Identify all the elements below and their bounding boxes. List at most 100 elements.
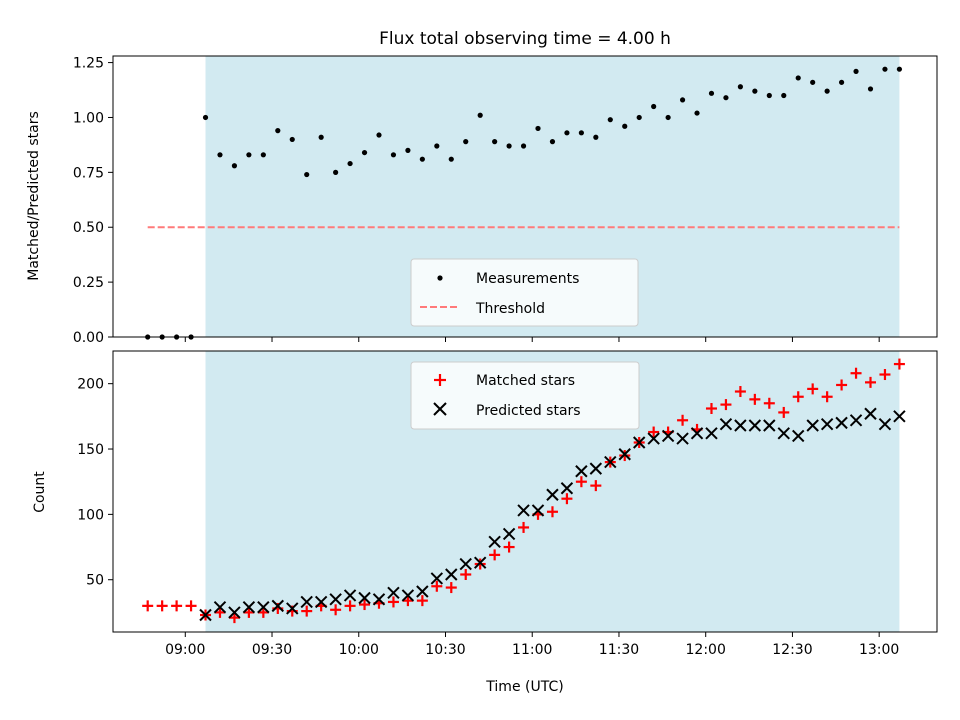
- matched-stars-point: [460, 568, 472, 580]
- measurement-point: [853, 68, 859, 74]
- x-tick-label: 09:00: [165, 642, 205, 658]
- predicted-stars-point: [416, 585, 429, 598]
- measurement-point: [723, 95, 729, 101]
- y-tick-label: 50: [86, 573, 104, 589]
- matched-stars-point: [503, 541, 515, 553]
- predicted-stars-point: [661, 429, 675, 443]
- x-tick-label: 11:00: [512, 642, 552, 658]
- matched-stars-point: [792, 391, 804, 403]
- predicted-stars-point: [329, 593, 342, 606]
- measurement-point: [810, 79, 816, 85]
- predicted-stars-point: [300, 595, 313, 609]
- count-panel: 50 100 150 200 09:00 09:30 10:00 10:30 11:00 11:…: [32, 350, 938, 695]
- y-tick-label: 150: [77, 442, 104, 458]
- predicted-stars-point: [213, 600, 227, 614]
- predicted-stars-point: [604, 455, 617, 469]
- y-tick-label: 200: [77, 377, 104, 393]
- count-panel-frame: [112, 350, 938, 633]
- predicted-stars-point: [849, 414, 863, 427]
- ratio-panel-legend: Measurements Threshold: [410, 258, 639, 327]
- measurement-point: [578, 130, 584, 136]
- matched-stars-point: [156, 600, 168, 612]
- matched-stars-point: [677, 414, 689, 426]
- measurement-point: [651, 103, 657, 110]
- predicted-stars-point: [792, 429, 805, 443]
- chart-title: Flux total observing time = 4.00 h: [379, 29, 671, 49]
- matched-stars-point: [416, 595, 428, 607]
- measurement-point: [607, 117, 613, 123]
- measurement-point: [593, 134, 599, 140]
- matched-stars-point: [330, 604, 342, 616]
- matched-stars-point: [142, 600, 154, 612]
- matched-stars-point: [763, 397, 775, 409]
- predicted-stars-point: [690, 427, 704, 440]
- predicted-stars-point: [893, 410, 906, 423]
- measurement-point: [622, 123, 628, 129]
- measurement-point: [520, 143, 527, 149]
- measurement-point: [824, 88, 830, 94]
- predicted-stars-point: [401, 589, 415, 602]
- x-tick-label: 12:30: [772, 642, 812, 658]
- measurement-point: [882, 66, 888, 72]
- predicted-legend-label: Predicted stars: [476, 403, 581, 419]
- matched-legend-label: Matched stars: [476, 373, 575, 389]
- predicted-stars-point: [777, 427, 790, 440]
- ratio-panel-y-label: Matched/Predicted stars: [26, 111, 42, 281]
- matched-stars-point: [243, 606, 255, 618]
- y-tick-label: 0.25: [73, 275, 104, 291]
- measurement-point: [737, 84, 743, 90]
- x-tick-label: 10:00: [339, 642, 379, 658]
- predicted-stars-point: [488, 535, 501, 549]
- predicted-stars-point: [430, 572, 444, 585]
- measurement-point: [202, 114, 209, 121]
- matched-stars-point: [575, 476, 587, 488]
- predicted-stars-point: [517, 504, 530, 517]
- measurement-point: [289, 136, 295, 143]
- measurement-point: [549, 139, 556, 145]
- matched-stars-point: [705, 403, 717, 415]
- measurement-point: [896, 66, 903, 72]
- predicted-stars-point: [647, 432, 660, 445]
- predicted-stars-point: [271, 599, 285, 613]
- predicted-stars-point: [719, 417, 733, 431]
- predicted-stars-point: [705, 427, 718, 440]
- matched-stars-point: [648, 426, 660, 438]
- matched-stars-point: [431, 580, 443, 592]
- predicted-stars-point: [459, 557, 472, 571]
- measurement-point: [752, 88, 758, 94]
- measurement-point: [838, 79, 845, 85]
- matched-stars-point: [518, 521, 530, 533]
- predicted-stars-point: [618, 448, 631, 461]
- predicted-stars-point: [734, 419, 747, 432]
- predicted-legend-marker: [433, 402, 447, 416]
- measurement-point: [318, 134, 324, 140]
- measurement-point: [333, 169, 339, 175]
- matched-stars-point: [893, 358, 905, 370]
- matched-stars-point: [865, 376, 877, 388]
- measurement-point: [405, 147, 411, 153]
- y-tick-label: 0.00: [73, 330, 104, 346]
- matched-stars-point: [546, 506, 558, 518]
- x-tick-label: 13:00: [859, 642, 899, 658]
- predicted-stars-point: [473, 556, 487, 569]
- measurement-point: [708, 90, 715, 96]
- x-tick-label: 11:30: [599, 642, 639, 658]
- matched-stars-point: [778, 406, 790, 418]
- ratio-legend-box: [410, 258, 639, 327]
- predicted-stars-point: [632, 436, 646, 449]
- matched-legend-marker: [434, 374, 446, 386]
- predicted-stars-point: [257, 600, 270, 614]
- predicted-stars-point: [502, 527, 516, 541]
- count-legend-box: [410, 361, 640, 430]
- predicted-stars-point: [531, 504, 545, 517]
- predicted-stars-point: [560, 482, 574, 495]
- measurement-point: [231, 163, 238, 169]
- measurement-point: [304, 171, 310, 178]
- matched-stars-point: [850, 367, 862, 379]
- measurement-point: [448, 156, 454, 162]
- matched-stars-point: [489, 549, 501, 561]
- measurement-point: [463, 139, 469, 145]
- measurement-point: [477, 112, 483, 118]
- measurement-point: [361, 149, 368, 156]
- x-tick-label: 10:30: [425, 642, 465, 658]
